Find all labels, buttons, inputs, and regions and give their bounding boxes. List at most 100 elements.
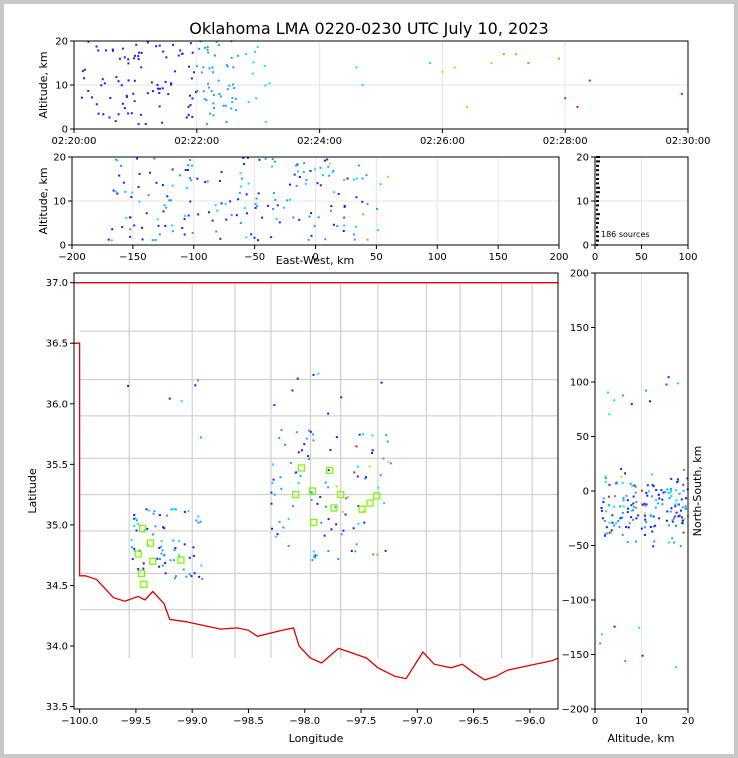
map-xtick-label: −96.0 xyxy=(515,716,546,727)
map-source-point xyxy=(151,533,154,536)
ew-source-point xyxy=(112,189,115,192)
ns-source-point xyxy=(647,490,650,493)
time-source-point xyxy=(429,62,432,64)
ns-source-point xyxy=(604,477,607,480)
lma-station-marker xyxy=(177,556,185,564)
ew-source-point xyxy=(258,158,261,161)
map-source-point xyxy=(312,439,315,442)
ns-source-point xyxy=(630,509,633,512)
time-source-point xyxy=(225,121,228,124)
ns-source-point xyxy=(643,512,646,515)
map-source-point xyxy=(334,506,337,509)
ns-source-point xyxy=(674,505,677,508)
map-source-point xyxy=(180,400,183,403)
map-source-point xyxy=(280,487,283,490)
time-source-point xyxy=(188,94,191,97)
ew-source-point xyxy=(114,158,117,161)
ns-source-point xyxy=(652,515,655,518)
time-source-point xyxy=(515,53,518,56)
ew-source-point xyxy=(131,191,134,194)
ew-source-point xyxy=(125,216,128,219)
ns-source-point xyxy=(651,473,654,476)
map-source-point xyxy=(307,457,310,460)
ns-source-point xyxy=(618,525,621,528)
map-source-point xyxy=(143,529,146,532)
ns-source-point xyxy=(633,484,636,487)
ns-source-point xyxy=(620,467,623,470)
map-source-point xyxy=(342,529,345,532)
map-source-point xyxy=(133,525,136,528)
ew-source-point xyxy=(149,171,152,174)
ns-source-point xyxy=(619,505,622,508)
ew-source-point xyxy=(246,212,249,215)
map-source-point xyxy=(355,543,358,546)
ns-source-point xyxy=(624,472,627,475)
map-source-point xyxy=(363,521,366,524)
ew-source-point xyxy=(186,169,189,172)
time-source-point xyxy=(95,103,98,106)
ns-source-point xyxy=(682,489,685,492)
ew-source-point xyxy=(352,178,355,181)
map-source-point xyxy=(197,515,200,518)
time-source-point xyxy=(100,84,103,87)
ns-source-point xyxy=(667,376,670,379)
map-source-point xyxy=(159,545,162,548)
ns-source-point xyxy=(606,532,609,535)
ew-source-point xyxy=(161,184,164,187)
ns-source-point xyxy=(678,492,681,495)
ns-source-point xyxy=(640,502,643,505)
ew-source-point xyxy=(254,202,257,205)
map-source-point xyxy=(175,575,178,578)
ew-source-point xyxy=(163,204,166,207)
ew-source-point xyxy=(124,190,127,193)
lma-station-marker xyxy=(139,524,147,533)
lma-station-marker xyxy=(292,490,300,499)
ns-source-point xyxy=(614,495,617,498)
hist-bin-mark xyxy=(596,226,598,229)
time-source-point xyxy=(256,45,259,48)
map-ytick-label: 36.5 xyxy=(46,339,68,350)
time-source-point xyxy=(162,50,165,53)
ns-source-point xyxy=(675,499,678,502)
ew-source-point xyxy=(321,174,324,177)
map-source-point xyxy=(185,575,188,578)
hist-xtick-label: 0 xyxy=(592,252,598,263)
ns-source-point xyxy=(666,488,669,491)
map-source-point xyxy=(340,396,343,399)
ns-source-point xyxy=(628,522,631,525)
ns-source-point xyxy=(679,509,682,512)
lma-station-marker xyxy=(137,569,146,578)
map-source-point xyxy=(173,549,176,552)
ew-source-point xyxy=(332,191,335,194)
lma-station-marker xyxy=(373,492,381,500)
hist-bin-mark xyxy=(596,204,599,207)
time-source-point xyxy=(205,99,208,102)
ew-source-point xyxy=(353,233,356,236)
ns-source-point xyxy=(622,505,625,508)
map-source-point xyxy=(387,460,390,463)
ns-source-point xyxy=(641,503,644,506)
ew-source-point xyxy=(278,221,281,224)
time-source-point xyxy=(207,51,210,54)
ew-xtick-label: −200 xyxy=(58,252,85,263)
ew-source-point xyxy=(343,178,346,181)
map-source-point xyxy=(314,554,317,557)
ns-ytick-label: 150 xyxy=(570,323,589,334)
ns-source-point xyxy=(648,400,651,403)
ns-source-point xyxy=(604,533,607,536)
time-source-point xyxy=(158,87,161,90)
ew-source-point xyxy=(355,196,358,199)
time-source-point xyxy=(170,83,173,86)
time-source-point xyxy=(212,71,215,74)
ns-source-point xyxy=(652,485,655,488)
map-source-point xyxy=(273,404,276,407)
map-source-point xyxy=(371,449,374,452)
time-source-point xyxy=(207,86,210,89)
time-source-point xyxy=(224,104,227,107)
map-source-point xyxy=(296,377,299,380)
ew-source-point xyxy=(253,236,256,239)
hist-ytick-label: 0 xyxy=(583,241,589,252)
time-source-point xyxy=(164,80,167,83)
map-source-point xyxy=(188,556,191,559)
map-source-point xyxy=(158,557,161,560)
